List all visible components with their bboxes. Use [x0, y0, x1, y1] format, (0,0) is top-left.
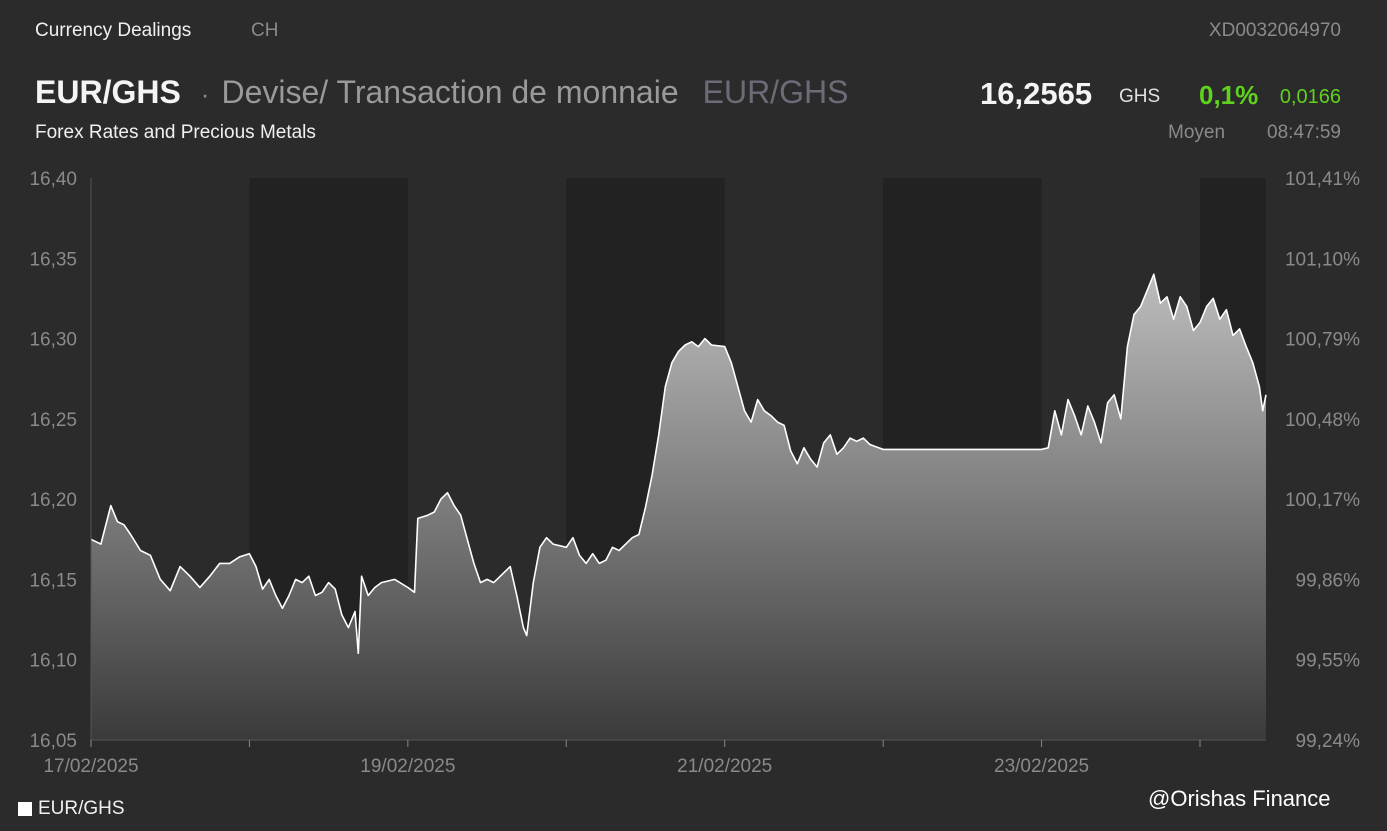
y-axis-labels: 16,40 16,35 16,30 16,25 16,20 16,15 16,10 16,05 — [29, 169, 77, 752]
legend-label: EUR/GHS — [38, 798, 125, 819]
x-tick-label: 21/02/2025 — [677, 756, 772, 777]
y2-tick-label: 101,10% — [1285, 249, 1360, 270]
series-area — [91, 274, 1266, 740]
y2-tick-label: 99,55% — [1296, 651, 1361, 672]
y2-tick-label: 101,41% — [1285, 169, 1360, 190]
legend[interactable]: EUR/GHS — [18, 798, 125, 820]
title-row: EUR/GHS · Devise/ Transaction de monnaie EU… — [35, 74, 848, 111]
market-subtitle: Forex Rates and Precious Metals — [35, 122, 316, 143]
y-tick-label: 16,30 — [29, 330, 77, 351]
x-axis-labels: 17/02/2025 19/02/2025 21/02/2025 23/02/2025 — [43, 756, 1089, 777]
change-percent: 0,1% — [1199, 80, 1259, 110]
y2-tick-label: 100,48% — [1285, 410, 1360, 431]
y2-tick-label: 99,24% — [1296, 731, 1361, 752]
pair-secondary: EUR/GHS — [702, 74, 849, 110]
price-currency: GHS — [1119, 86, 1161, 107]
y2-tick-label: 99,86% — [1296, 570, 1361, 591]
category-label: Currency Dealings — [35, 20, 192, 41]
y2-tick-label: 100,79% — [1285, 330, 1360, 351]
chart-axes — [90, 178, 1266, 747]
isin-label: XD0032064970 — [1208, 20, 1341, 41]
instrument-description: Devise/ Transaction de monnaie — [221, 74, 679, 110]
y2-tick-label: 100,17% — [1285, 490, 1360, 511]
x-tick-label: 23/02/2025 — [994, 756, 1089, 777]
y-tick-label: 16,15 — [29, 570, 77, 591]
price-type: Moyen — [1168, 122, 1226, 143]
current-price: 16,2565 — [980, 76, 1093, 111]
price-area — [90, 273, 1267, 740]
y-tick-label: 16,40 — [29, 169, 77, 190]
x-tick-label: 17/02/2025 — [43, 756, 138, 777]
y-tick-label: 16,35 — [29, 249, 77, 270]
y-tick-label: 16,25 — [29, 410, 77, 431]
legend-swatch — [18, 802, 32, 816]
x-tick-label: 19/02/2025 — [360, 756, 455, 777]
separator-dot: · — [200, 79, 210, 109]
pair-title: EUR/GHS — [35, 74, 181, 110]
y-tick-label: 16,05 — [29, 731, 77, 752]
y-tick-label: 16,10 — [29, 651, 77, 672]
y2-axis-labels: 101,41% 101,10% 100,79% 100,48% 100,17% 99,86… — [1285, 169, 1360, 752]
change-absolute: 0,0166 — [1279, 86, 1341, 108]
price-time: 08:47:59 — [1267, 122, 1341, 143]
series-line — [90, 273, 1267, 655]
region-label: CH — [251, 20, 279, 41]
y-tick-label: 16,20 — [29, 490, 77, 511]
watermark: @Orishas Finance — [1148, 786, 1331, 811]
